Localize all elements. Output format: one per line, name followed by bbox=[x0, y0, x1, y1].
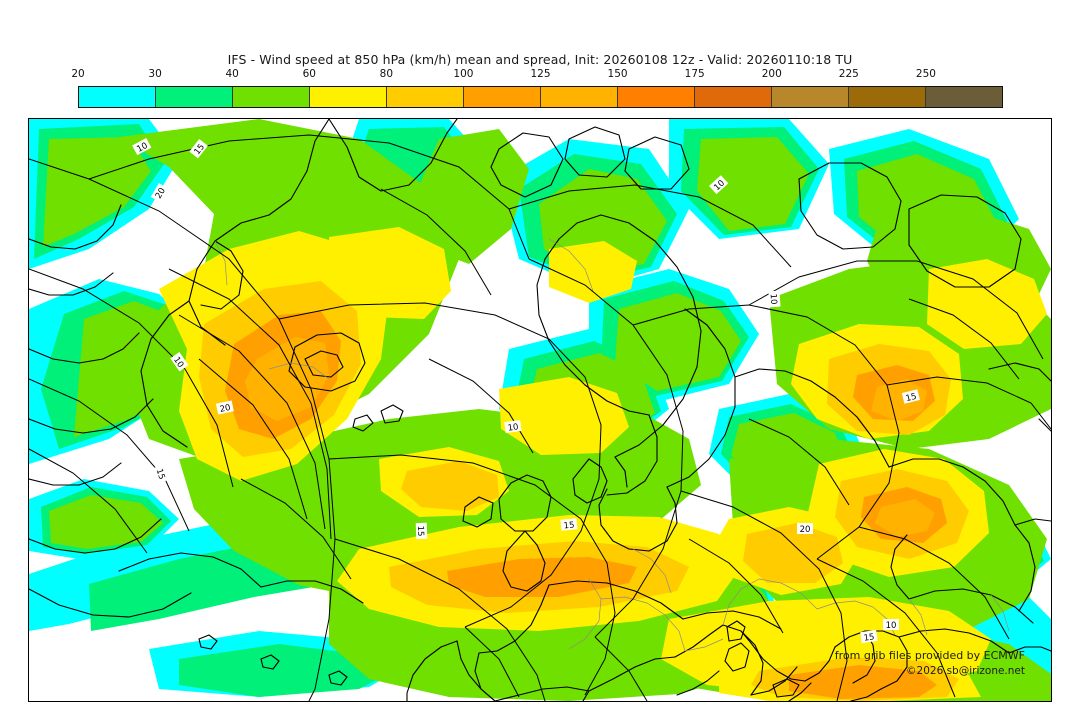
colorbar-segment-80-100 bbox=[387, 87, 464, 107]
contour-label: 10 bbox=[507, 422, 519, 433]
colorbar-segment-60-80 bbox=[310, 87, 387, 107]
colorbar-segment-20-30 bbox=[79, 87, 156, 107]
contour-label: 15 bbox=[154, 468, 167, 481]
colorbar-tick-60: 60 bbox=[302, 68, 316, 80]
colorbar-tick-250: 250 bbox=[915, 68, 936, 80]
colorbar-tick-150: 150 bbox=[607, 68, 628, 80]
colorbar-segment-225-250 bbox=[849, 87, 926, 107]
contour-label: 15 bbox=[415, 525, 425, 536]
contour-label: 10 bbox=[135, 141, 149, 155]
colorbar-segment-40-60 bbox=[233, 87, 310, 107]
filled-contour-bands bbox=[29, 119, 1051, 701]
colorbar-segment-250+ bbox=[926, 87, 1002, 107]
map-panel[interactable]: 10 15 20 10 bbox=[28, 118, 1052, 702]
colorbar-tick-30: 30 bbox=[148, 68, 162, 80]
contour-label: 20 bbox=[219, 403, 232, 415]
colorbar-segment-100-125 bbox=[464, 87, 541, 107]
colorbar-tick-175: 175 bbox=[684, 68, 705, 80]
contour-label: 10 bbox=[768, 293, 779, 304]
page-title: IFS - Wind speed at 850 hPa (km/h) mean … bbox=[227, 52, 853, 67]
colorbar: 20 30 40 60 80 100 125 150 175 200 225 250 bbox=[71, 68, 1003, 108]
contour-label: 15 bbox=[905, 392, 918, 404]
contour-label: 10 bbox=[886, 621, 897, 631]
colorbar-segment-30-40 bbox=[156, 87, 233, 107]
colorbar-tick-20: 20 bbox=[71, 68, 85, 80]
colorbar-tick-125: 125 bbox=[530, 68, 551, 80]
contour-label: 20 bbox=[800, 525, 811, 535]
contour-label: 15 bbox=[563, 520, 575, 531]
colorbar-segment-150-175 bbox=[618, 87, 695, 107]
contour-label: 15 bbox=[863, 632, 875, 643]
colorbar-segment-125-150 bbox=[541, 87, 618, 107]
colorbar-segment-175-200 bbox=[695, 87, 772, 107]
colorbar-tick-200: 200 bbox=[761, 68, 782, 80]
colorbar-tick-40: 40 bbox=[225, 68, 239, 80]
spread-contours bbox=[29, 134, 1051, 701]
contour-label: 20 bbox=[154, 186, 168, 200]
colorbar-tick-225: 225 bbox=[838, 68, 859, 80]
colorbar-tick-100: 100 bbox=[453, 68, 474, 80]
colorbar-segment-200-225 bbox=[772, 87, 849, 107]
wind-speed-map: 10 15 20 10 bbox=[29, 119, 1051, 701]
colorbar-tick-80: 80 bbox=[379, 68, 394, 80]
colorbar-segments bbox=[78, 86, 1003, 108]
colorbar-tick-labels: 20 30 40 60 80 100 125 150 175 200 225 250 bbox=[71, 68, 1003, 84]
coastlines bbox=[29, 119, 1051, 701]
